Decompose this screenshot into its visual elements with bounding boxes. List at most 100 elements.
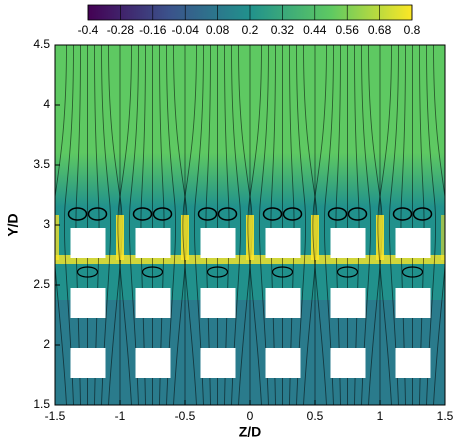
y-tick-label: 3.5 [33, 157, 50, 171]
streamline [173, 45, 188, 405]
x-tick-label: -1 [115, 409, 126, 423]
streamline [323, 45, 334, 405]
streamline [270, 45, 276, 405]
streamline [361, 45, 372, 405]
streamline [388, 45, 399, 405]
colorbar-tick-label: -0.04 [172, 23, 200, 37]
jet-band [441, 215, 445, 260]
streamline [159, 45, 165, 405]
streamline [377, 45, 392, 405]
obstacle [135, 348, 171, 378]
obstacle [200, 348, 236, 378]
obstacle [330, 348, 366, 378]
jet-band [55, 215, 59, 260]
streamline [94, 45, 100, 405]
streamline [63, 45, 74, 405]
streamline [289, 45, 295, 405]
streamline [75, 45, 81, 405]
streamline [193, 45, 204, 405]
streamline [238, 45, 253, 405]
jet-band [376, 215, 384, 260]
colorbar-tick-label: -0.16 [139, 23, 167, 37]
jet-band [181, 215, 189, 260]
x-axis-label: Z/D [239, 424, 262, 440]
obstacle [135, 288, 171, 318]
streamline [128, 45, 139, 405]
y-tick-label: 2 [43, 337, 50, 351]
streamline [108, 45, 123, 405]
streamline [303, 45, 318, 405]
obstacle [395, 228, 431, 258]
vortex [132, 207, 153, 221]
x-tick-label: 1.5 [437, 409, 454, 423]
obstacle [200, 228, 236, 258]
streamline [182, 45, 197, 405]
streamline [205, 45, 211, 405]
streamline [433, 45, 445, 405]
streamline [224, 45, 230, 405]
y-tick-label: 1.5 [33, 397, 50, 411]
x-tick-label: 0 [247, 409, 254, 423]
jet-band [246, 215, 254, 260]
streamline [117, 45, 132, 405]
streamline [101, 45, 112, 405]
vortex [197, 207, 218, 221]
x-tick-label: -0.5 [175, 409, 196, 423]
streamline [426, 45, 437, 405]
streamline [140, 45, 146, 405]
y-tick-label: 3 [43, 217, 50, 231]
obstacle [200, 288, 236, 318]
obstacle [135, 228, 171, 258]
vortex [67, 207, 88, 221]
streamline [354, 45, 360, 405]
vortex [327, 207, 348, 221]
streamline [400, 45, 406, 405]
y-axis-label: Y/D [5, 213, 21, 236]
vortex [412, 207, 433, 221]
jet-band [116, 215, 124, 260]
obstacle [265, 348, 301, 378]
colorbar-tick-label: 0.56 [336, 23, 360, 37]
streamline [296, 45, 307, 405]
obstacle [330, 288, 366, 318]
y-tick-label: 4.5 [33, 37, 50, 51]
colorbar-tick-label: 0.2 [242, 23, 259, 37]
colorbar-tick-label: 0.44 [303, 23, 327, 37]
obstacle [70, 228, 106, 258]
obstacle [265, 288, 301, 318]
streamline [55, 45, 67, 405]
colorbar-tick-label: 0.32 [271, 23, 295, 37]
vortex [347, 207, 368, 221]
streamline [419, 45, 425, 405]
vortex [392, 207, 413, 221]
obstacle [265, 228, 301, 258]
obstacle [395, 348, 431, 378]
vortex [152, 207, 173, 221]
streamline [247, 45, 262, 405]
streamline [231, 45, 242, 405]
x-tick-label: 0.5 [307, 409, 324, 423]
vortex [262, 207, 283, 221]
vortex [282, 207, 303, 221]
streamline [335, 45, 341, 405]
obstacle [395, 288, 431, 318]
contour-field [55, 45, 445, 405]
x-tick-label: -1.5 [45, 409, 66, 423]
jet-band [311, 215, 319, 260]
obstacle [70, 348, 106, 378]
streamline [312, 45, 327, 405]
streamline [258, 45, 269, 405]
obstacle [330, 228, 366, 258]
obstacle [70, 288, 106, 318]
y-tick-label: 4 [43, 97, 50, 111]
colorbar-tick-label: 0.08 [206, 23, 230, 37]
y-tick-label: 2.5 [33, 277, 50, 291]
colorbar-tick-label: -0.4 [78, 23, 99, 37]
colorbar-tick-label: 0.68 [368, 23, 392, 37]
streamline [166, 45, 177, 405]
colorbar-tick-label: -0.28 [107, 23, 135, 37]
vortex [217, 207, 238, 221]
colorbar-tick-label: 0.8 [404, 23, 421, 37]
x-tick-label: 1 [377, 409, 384, 423]
